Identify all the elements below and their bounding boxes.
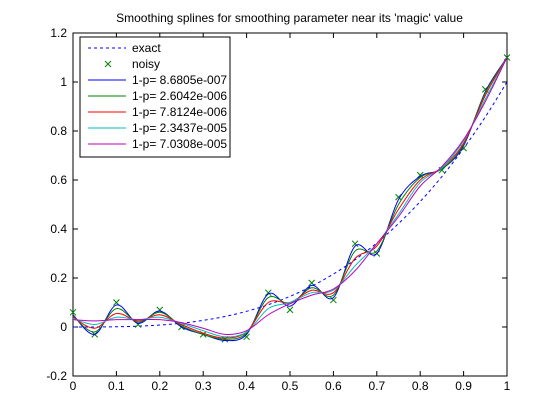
x-tick-label: 0.2: [151, 379, 168, 393]
series-layer: [69, 54, 511, 343]
series-line-6: [72, 57, 508, 335]
legend-label: 1-p= 2.6042e-006: [132, 89, 227, 103]
y-tick-label: 1.2: [50, 26, 67, 40]
legend-label: 1-p= 7.0308e-005: [132, 137, 227, 151]
y-tick-label: 0.8: [50, 124, 67, 138]
x-tick-label: 1: [504, 379, 511, 393]
legend-label: 1-p= 7.8124e-006: [132, 105, 227, 119]
legend-label: 1-p= 8.6805e-007: [132, 73, 227, 87]
y-tick-label: -0.2: [46, 369, 67, 383]
noisy-marker: [69, 308, 77, 316]
legend-item: 1-p= 7.8124e-006: [88, 105, 227, 119]
noisy-marker: [351, 240, 359, 248]
y-tick-label: 0.4: [50, 222, 67, 236]
chart-title: Smoothing splines for smoothing paramete…: [116, 11, 463, 25]
y-tick-label: 0.6: [50, 173, 67, 187]
y-tick-label: 0.2: [50, 271, 67, 285]
noisy-marker: [308, 279, 316, 287]
legend-box: [79, 36, 231, 158]
x-tick-label: 0.8: [412, 379, 429, 393]
x-tick-label: 0.4: [238, 379, 255, 393]
legend-item: 1-p= 7.0308e-005: [88, 137, 227, 151]
y-tick-label: 1: [60, 75, 67, 89]
legend-label: exact: [132, 41, 161, 55]
x-tick-label: 0.6: [325, 379, 342, 393]
x-tick-label: 0: [70, 379, 77, 393]
legend-item: 1-p= 2.6042e-006: [88, 89, 227, 103]
legend-item: exact: [88, 41, 161, 55]
legend-item: noisy: [104, 57, 160, 71]
x-tick-label: 0.5: [282, 379, 299, 393]
noisy-marker: [286, 306, 294, 314]
legend-item: 1-p= 8.6805e-007: [88, 73, 227, 87]
noisy-marker: [395, 193, 402, 201]
legend-label: 1-p= 2.3437e-005: [132, 121, 227, 135]
x-tick-label: 0.7: [368, 379, 385, 393]
noisy-marker: [264, 289, 272, 297]
legend: exact noisy 1-p= 8.6805e-007 1-p= 2.6042e-0…: [79, 36, 231, 158]
x-tick-label: 0.3: [195, 379, 212, 393]
legend-item: 1-p= 2.3437e-005: [88, 121, 227, 135]
axis-ticks: 0 0.1 0.2 0.3 0.4 0.5 0.6 0.7 0.8 0.9 1-0.200.20.4…: [46, 26, 510, 393]
noisy-marker: [416, 171, 424, 179]
x-tick-label: 0.9: [455, 379, 472, 393]
legend-label: noisy: [132, 57, 160, 71]
x-tick-label: 0.1: [108, 379, 125, 393]
y-tick-label: 0: [60, 320, 67, 334]
noisy-marker: [330, 296, 337, 304]
